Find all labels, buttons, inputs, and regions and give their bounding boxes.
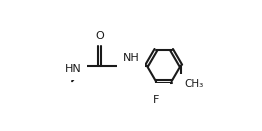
Text: O: O bbox=[95, 31, 104, 41]
Text: CH₃: CH₃ bbox=[184, 79, 203, 89]
Text: NH: NH bbox=[123, 53, 139, 63]
Text: F: F bbox=[153, 95, 159, 105]
Text: HN: HN bbox=[65, 64, 82, 74]
